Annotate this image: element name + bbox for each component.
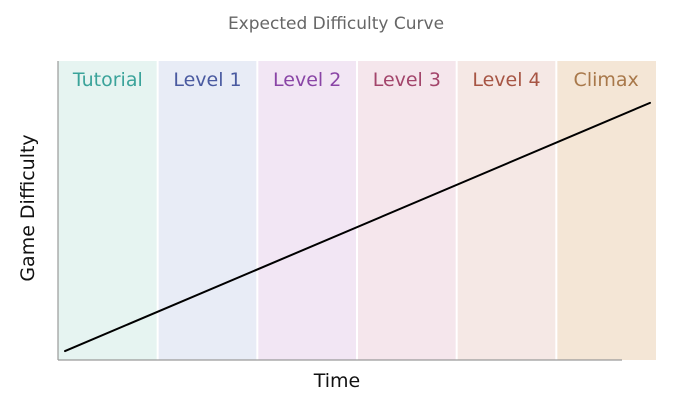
phase-band-climax xyxy=(556,61,656,360)
phase-band-level-4 xyxy=(456,61,557,360)
phase-band-tutorial xyxy=(58,61,158,360)
phase-label-climax: Climax xyxy=(574,69,639,91)
phase-label-level-3: Level 3 xyxy=(373,69,441,91)
phase-labels: Tutorial Level 1 Level 2 Level 3 Level 4 Clim… xyxy=(72,69,639,91)
y-axis-label: Game Difficulty xyxy=(17,134,39,281)
phase-label-level-1: Level 1 xyxy=(173,69,241,91)
series-layer xyxy=(64,101,651,353)
phase-band-level-3 xyxy=(357,61,457,360)
difficulty-curve-line-1 xyxy=(64,101,651,353)
phase-backgrounds xyxy=(58,61,656,360)
phase-band-level-2 xyxy=(257,61,357,360)
phase-band-level-1 xyxy=(157,61,258,360)
phase-label-tutorial: Tutorial xyxy=(72,69,143,91)
phase-label-level-4: Level 4 xyxy=(472,69,540,91)
chart-title: Expected Difficulty Curve xyxy=(228,14,444,34)
x-axis-label: Time xyxy=(313,370,361,392)
phase-label-level-2: Level 2 xyxy=(273,69,341,91)
